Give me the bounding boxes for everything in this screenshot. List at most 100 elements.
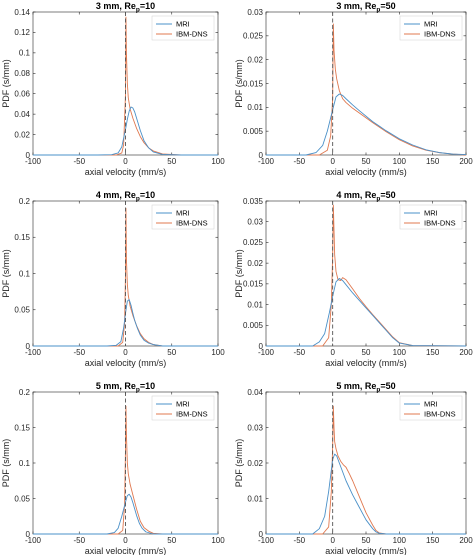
panel-6: -100 -50 0 50 100 150 200 0 0.01 0.02 0.03 0.04 axia… — [234, 381, 473, 555]
y-tick-label: 0.15 — [14, 233, 30, 242]
y-tick-label: 0.005 — [243, 321, 264, 330]
series-line-mri — [33, 106, 218, 156]
panel-title: 3 mm, Rep=50 — [336, 1, 395, 14]
panel-title: 3 mm, Rep=10 — [96, 1, 155, 14]
legend-entry: MRI — [424, 400, 438, 409]
series-line-mri — [33, 299, 218, 347]
x-tick-label: 50 — [167, 536, 176, 545]
y-tick-label: 0.015 — [243, 280, 264, 289]
legend-entry: IBM-DNS — [176, 219, 208, 228]
y-axis-label: PDF (s/mm) — [1, 439, 11, 488]
series-line-mri — [33, 493, 218, 535]
panel-title: 5 mm, Rep=10 — [96, 381, 155, 394]
y-tick-label: 0.06 — [14, 90, 30, 99]
y-tick-label: 0.005 — [243, 127, 264, 136]
legend-box — [151, 395, 215, 421]
x-tick-label: -100 — [258, 157, 275, 166]
y-tick-label: 0.01 — [247, 103, 263, 112]
legend-box — [151, 15, 215, 41]
x-tick-label: 100 — [393, 536, 407, 545]
series-line-ibm-dns — [33, 405, 218, 535]
y-tick-label: 0.03 — [247, 423, 263, 432]
y-tick-label: 0.03 — [247, 218, 263, 227]
y-axis-label: PDF (s/mm) — [234, 439, 244, 488]
legend-box — [151, 204, 215, 230]
x-tick-label: -50 — [294, 348, 306, 357]
x-tick-label: 200 — [459, 157, 473, 166]
y-tick-label: 0.03 — [247, 8, 263, 17]
y-tick-label: 0.02 — [14, 130, 30, 139]
legend-entry: IBM-DNS — [176, 410, 208, 419]
panel-title: 4 mm, Rep=50 — [336, 190, 395, 203]
y-axis-label: PDF (s/mm) — [1, 249, 11, 298]
panel-1: -100 -50 0 50 100 0 0.02 0.04 0.06 0.08 0.1 0.12 0.1… — [1, 1, 225, 177]
y-axis-label: PDF (s/mm) — [1, 59, 11, 108]
x-tick-label: 100 — [211, 348, 225, 357]
panel-2: -100 -50 0 50 100 150 200 0 0.005 0.01 0.015 0.02 0.… — [234, 1, 473, 177]
x-axis-label: axial velocity (mm/s) — [325, 546, 407, 555]
legend-entry: IBM-DNS — [424, 410, 456, 419]
series-line-ibm-dns — [266, 204, 467, 347]
x-tick-label: 0 — [330, 348, 335, 357]
x-axis-label: axial velocity (mm/s) — [85, 167, 167, 177]
y-tick-label: 0.04 — [247, 388, 263, 397]
series-line-mri — [266, 278, 467, 347]
x-tick-label: 100 — [393, 157, 407, 166]
x-tick-label: -50 — [294, 157, 306, 166]
y-tick-label: 0.015 — [243, 79, 264, 88]
y-tick-label: 0.025 — [243, 238, 264, 247]
x-axis-label: axial velocity (mm/s) — [85, 358, 167, 368]
y-tick-label: 0.01 — [247, 494, 263, 503]
y-tick-label: 0.1 — [19, 459, 31, 468]
series-line-mri — [266, 453, 466, 535]
x-tick-label: -50 — [73, 157, 85, 166]
x-tick-label: 50 — [167, 348, 176, 357]
panel-3: -100 -50 0 50 100 0 0.05 0.1 0.15 0.2 axial veloci… — [1, 190, 225, 368]
x-tick-label: 0 — [123, 536, 128, 545]
y-tick-label: 0.02 — [247, 259, 263, 268]
y-tick-label: 0.01 — [247, 300, 263, 309]
x-tick-label: 150 — [426, 157, 440, 166]
x-tick-label: 100 — [211, 536, 225, 545]
x-tick-label: 0 — [330, 157, 335, 166]
panel-title: 5 mm, Rep=50 — [336, 381, 395, 394]
x-tick-label: 200 — [459, 536, 473, 545]
x-tick-label: -100 — [258, 536, 275, 545]
series-line-ibm-dns — [266, 23, 467, 156]
x-tick-label: 0 — [123, 348, 128, 357]
x-tick-label: -50 — [73, 536, 85, 545]
x-tick-label: 50 — [362, 348, 371, 357]
y-tick-label: 0.15 — [14, 423, 30, 432]
legend-box — [399, 395, 463, 421]
x-axis-label: axial velocity (mm/s) — [325, 167, 407, 177]
x-tick-label: -100 — [258, 348, 275, 357]
y-tick-label: 0 — [26, 530, 31, 539]
x-tick-label: 200 — [459, 348, 473, 357]
x-tick-label: 0 — [330, 536, 335, 545]
legend-entry: MRI — [424, 209, 438, 218]
legend-entry: IBM-DNS — [424, 30, 456, 39]
legend-box — [399, 204, 463, 230]
x-axis-label: axial velocity (mm/s) — [85, 546, 167, 555]
x-tick-label: 150 — [426, 348, 440, 357]
y-tick-label: 0.12 — [14, 28, 30, 37]
y-tick-label: 0.035 — [243, 197, 264, 206]
legend-entry: MRI — [176, 209, 190, 218]
y-tick-label: 0.05 — [14, 306, 30, 315]
y-tick-label: 0.1 — [19, 269, 31, 278]
legend-entry: MRI — [176, 20, 190, 29]
x-tick-label: -50 — [294, 536, 306, 545]
x-tick-label: -100 — [25, 348, 42, 357]
x-tick-label: 50 — [362, 536, 371, 545]
y-tick-label: 0.14 — [14, 8, 30, 17]
legend-entry: IBM-DNS — [176, 30, 208, 39]
y-tick-label: 0 — [259, 151, 264, 160]
y-axis-label: PDF (s/mm) — [234, 59, 244, 108]
y-axis-label: PDF (s/mm) — [234, 249, 244, 298]
x-tick-label: 0 — [123, 157, 128, 166]
